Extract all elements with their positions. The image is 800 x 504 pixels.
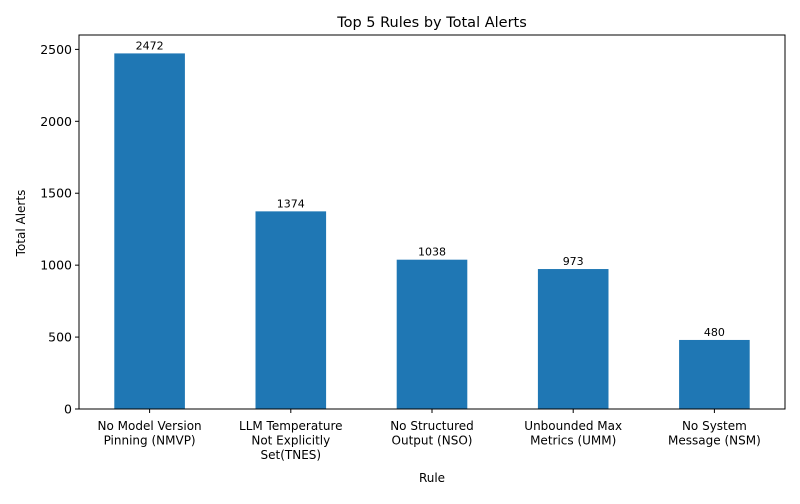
bar <box>114 53 185 409</box>
data-label: 1374 <box>277 197 305 210</box>
x-tick-label-line: LLM Temperature <box>239 419 343 433</box>
x-tick-label-line: No Model Version <box>98 419 202 433</box>
x-tick-label: No System Message (NSM) <box>668 419 761 448</box>
bar <box>255 211 327 409</box>
y-tick-label: 1500 <box>40 186 72 201</box>
x-tick-label-line: No System <box>682 419 747 433</box>
bar <box>537 269 609 409</box>
plot-area: 2472 1374 1038 973 480 0 500 1000 1500 2000 2500 No… <box>40 34 786 462</box>
x-tick-label-line: Output (NSO) <box>392 434 473 448</box>
y-tick-label: 2000 <box>40 114 72 129</box>
x-tick-label: LLM Temperature Not Explicitly Set(TNES) <box>239 419 343 462</box>
chart-title: Top 5 Rules by Total Alerts <box>336 15 527 31</box>
x-tick-label-line: Pinning (NMVP) <box>104 434 196 448</box>
x-tick-label: No Model Version Pinning (NMVP) <box>98 419 202 448</box>
x-tick-label-line: Not Explicitly <box>251 434 330 448</box>
x-axis-label: Rule <box>419 471 445 485</box>
y-tick-label: 0 <box>64 402 72 417</box>
x-tick-label-line: Set(TNES) <box>261 448 322 462</box>
data-label: 480 <box>704 326 725 339</box>
x-tick-label: Unbounded Max Metrics (UMM) <box>524 419 622 448</box>
bar <box>679 339 750 409</box>
y-tick-label: 500 <box>48 330 72 345</box>
x-tick-label: No Structured Output (NSO) <box>390 419 474 448</box>
data-label: 2472 <box>136 39 164 52</box>
y-tick-label: 2500 <box>40 42 72 57</box>
y-axis-label: Total Alerts <box>14 190 28 258</box>
data-label: 1038 <box>418 246 446 259</box>
x-tick-label-line: No Structured <box>390 419 474 433</box>
y-tick-label: 1000 <box>40 258 72 273</box>
x-tick-label-line: Message (NSM) <box>668 434 761 448</box>
x-tick-label-line: Metrics (UMM) <box>530 434 616 448</box>
bar <box>396 259 468 409</box>
data-label: 973 <box>563 255 584 268</box>
x-tick-label-line: Unbounded Max <box>524 419 622 433</box>
